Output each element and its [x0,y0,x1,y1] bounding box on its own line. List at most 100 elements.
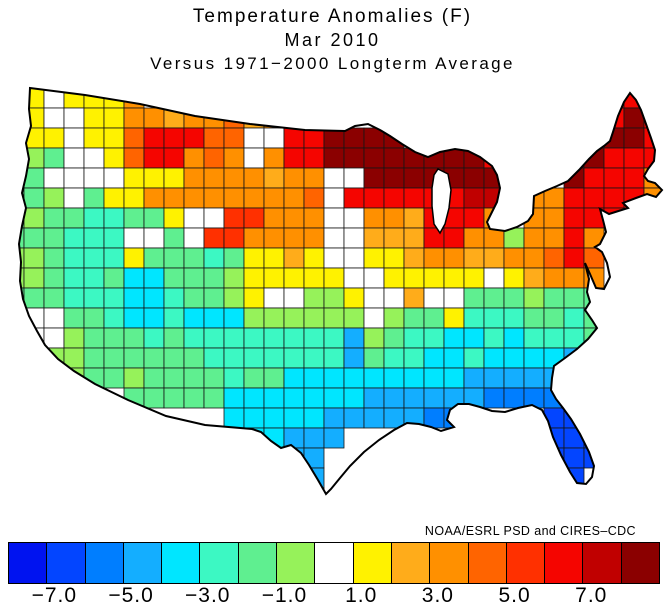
division-cell [263,307,285,329]
colorbar-tick-label: −1.0 [261,584,308,607]
division-cell [183,287,205,309]
division-cell [263,267,285,289]
division-cell [463,167,485,189]
division-cell [423,387,445,409]
division-cell [223,207,245,229]
colorbar-segment-6 [199,543,238,583]
division-cell [123,327,145,349]
division-cell [303,407,325,429]
division-cell [343,147,365,169]
lake-michigan [431,168,452,235]
division-cell [343,407,365,429]
division-cell [363,307,385,329]
division-cell [283,447,305,469]
division-cell [203,147,225,169]
division-cell [483,187,505,209]
division-cell [263,127,285,149]
division-cell [23,287,45,309]
division-cell [303,287,325,309]
division-cell [203,367,225,389]
division-cell [323,247,345,269]
division-cell [563,287,585,309]
division-cell [363,167,385,189]
division-cell [363,347,385,369]
division-cell [103,107,125,129]
division-cell [323,427,345,449]
colorbar-segment-5 [161,543,200,583]
division-cell [143,307,165,329]
division-cell [83,227,105,249]
division-cell [83,207,105,229]
chart-subtitle-month: Mar 2010 [284,30,381,50]
division-cell [23,227,45,249]
division-cell [463,187,485,209]
division-cell [43,167,65,189]
division-cell [223,407,245,429]
division-cell [203,327,225,349]
division-cell [303,307,325,329]
division-cell [403,267,425,289]
division-cell [523,307,545,329]
division-cell [23,187,45,209]
division-cell [123,147,145,169]
division-cell [203,127,225,149]
division-cell [483,327,505,349]
division-cell [243,287,265,309]
division-cell [243,127,265,149]
division-cell [183,387,205,409]
division-cell [303,447,325,469]
division-cell [583,427,605,449]
division-cell [283,467,305,489]
division-cell [143,147,165,169]
division-cell [163,227,185,249]
division-cell [323,367,345,389]
division-cell [303,387,325,409]
division-cell [403,387,425,409]
division-cell [203,187,225,209]
division-cell [623,127,645,149]
division-cell [23,247,45,269]
division-cell [243,187,265,209]
colorbar-segment-7 [237,543,277,583]
division-cell [423,367,445,389]
colorbar-tick-label: 1.0 [345,584,378,607]
colorbar-segment-12 [429,543,468,583]
division-cell [383,227,405,249]
division-cell [343,207,365,229]
division-cell [243,247,265,269]
division-cell [83,127,105,149]
division-cell [343,267,365,289]
division-cell [43,147,65,169]
division-cell [183,347,205,369]
division-cell [263,327,285,349]
division-cell [163,367,185,389]
division-cell [143,287,165,309]
division-cell [83,187,105,209]
division-cell [543,207,565,229]
division-cell [223,147,245,169]
division-cell [383,387,405,409]
division-cell [303,487,325,494]
colorbar-segment-10 [352,543,391,583]
division-cell [183,327,205,349]
division-cell [443,307,465,329]
division-cell [443,367,465,389]
division-cell [403,227,425,249]
colorbar-tick-label: −5.0 [108,584,154,607]
division-cell [103,247,125,269]
division-cell [523,327,545,349]
division-cell [403,247,425,269]
division-cell [343,347,365,369]
division-cell [243,387,265,409]
division-cell [163,127,185,149]
division-cell [503,327,525,349]
colorbar-tick-label: −3.0 [185,584,231,607]
division-cell [563,307,585,329]
division-cell [303,347,325,369]
division-cell [43,247,65,269]
division-cell [483,347,505,369]
division-cell [143,327,165,349]
division-cell [143,367,165,389]
division-cell [323,187,345,209]
